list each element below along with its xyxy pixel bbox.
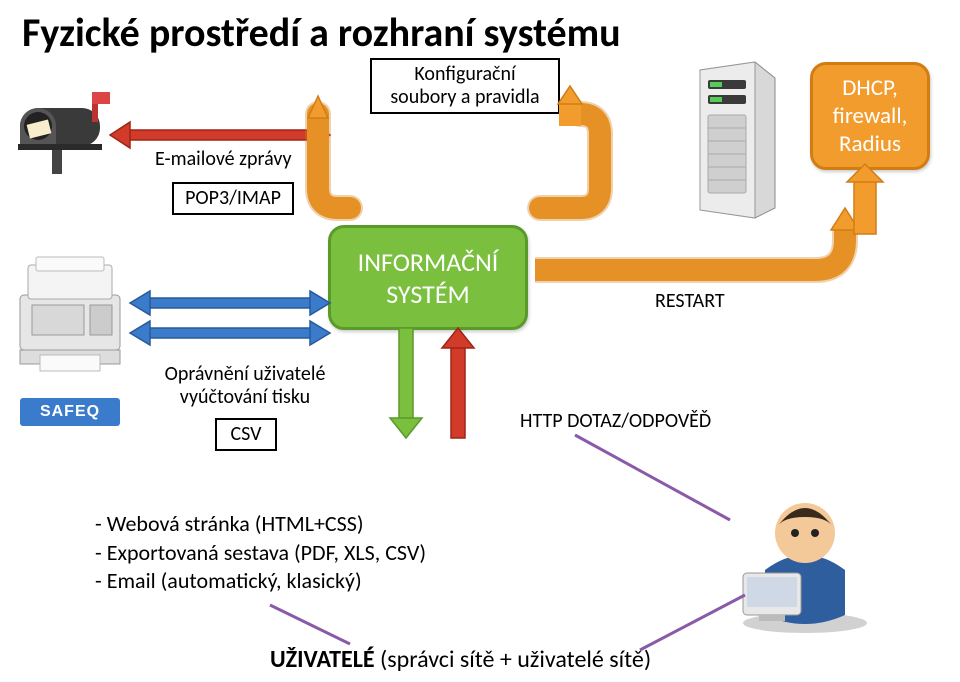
page-title: Fyzické prostředí a rozhraní systému [0, 0, 960, 65]
arrow-system-restart-server [525, 210, 875, 300]
arrow-printer-system-1 [130, 290, 330, 316]
safeq-badge: SAFEQ [20, 398, 120, 426]
pop3-box: POP3/IMAP [172, 182, 294, 215]
center-l2: SYSTÉM [386, 278, 470, 310]
arrow-printer-system-2 [130, 320, 330, 346]
perm-l2: vyúčtování tisku [150, 386, 340, 409]
arrow-server-dhcp [845, 168, 885, 238]
safeq-text: SAFEQ [40, 403, 100, 421]
footer-sub: (správci sítě + uživatelé sítě) [375, 645, 652, 674]
dhcp-l1: DHCP, [817, 74, 923, 102]
dhcp-block: DHCP, firewall, Radius [810, 62, 930, 170]
out-l2: - Exportovaná sestava (PDF, XLS, CSV) [95, 539, 426, 568]
email-label: E-mailové zprávy [155, 148, 292, 171]
center-l1: INFORMAČNÍ [358, 246, 499, 278]
printer-icon [10, 255, 135, 375]
permissions-label: Oprávnění uživatelé vyúčtování tisku [150, 363, 340, 409]
csv-box: CSV [215, 418, 277, 451]
output-list: - Webová stránka (HTML+CSS) - Exportovan… [95, 510, 426, 596]
line-output-footer [250, 600, 370, 650]
line-user-footer [630, 590, 760, 660]
out-l1: - Webová stránka (HTML+CSS) [95, 510, 426, 539]
arrow-email [110, 120, 330, 150]
arrow-http-up-red [440, 328, 476, 438]
config-line1: Konfigurační [380, 63, 550, 86]
line-http-user [570, 430, 740, 530]
dhcp-l2: firewall, [817, 102, 923, 130]
perm-l1: Oprávnění uživatelé [150, 363, 340, 386]
out-l3: - Email (automatický, klasický) [95, 567, 426, 596]
dhcp-l3: Radius [817, 130, 923, 158]
center-system-block: INFORMAČNÍ SYSTÉM [328, 225, 528, 330]
arrow-system-down-green [388, 328, 424, 438]
